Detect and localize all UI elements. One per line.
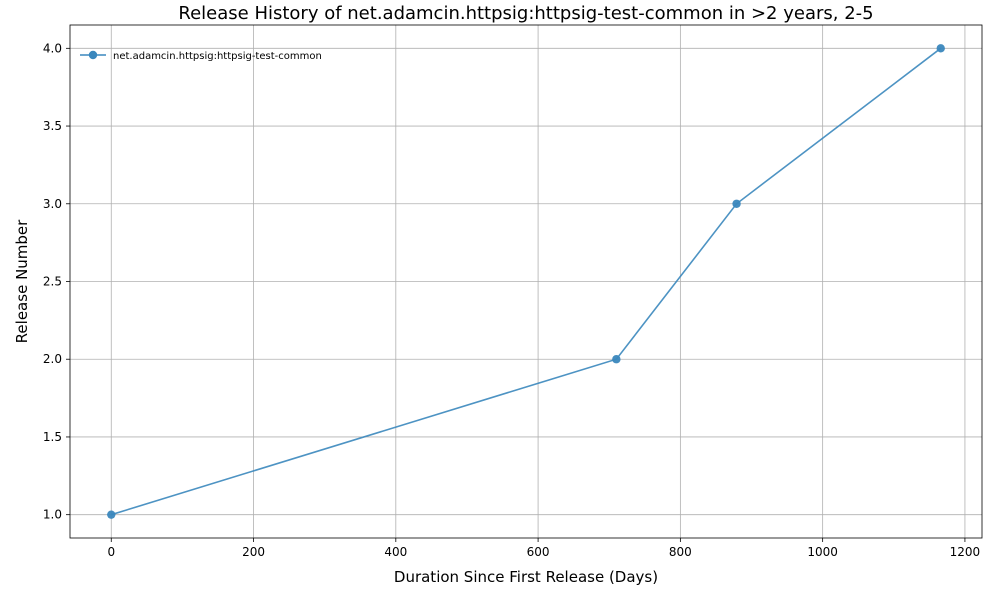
series-layer (107, 44, 945, 519)
y-tick-label: 3.0 (43, 197, 62, 211)
x-tick-label: 0 (107, 545, 115, 559)
x-tick-label: 200 (242, 545, 265, 559)
data-point (107, 510, 116, 519)
x-tick-label: 1000 (807, 545, 838, 559)
data-point (732, 199, 741, 208)
series-line (111, 47, 942, 516)
legend-label: net.adamcin.httpsig:httpsig-test-common (113, 51, 322, 62)
x-axis-label: Duration Since First Release (Days) (394, 568, 658, 586)
y-tick-label: 1.0 (43, 508, 62, 522)
x-tick-label: 600 (527, 545, 550, 559)
legend-marker-swatch (88, 50, 98, 60)
y-tick-label: 2.0 (43, 352, 62, 366)
y-tick-label: 4.0 (43, 41, 62, 55)
y-tick-label: 3.5 (43, 119, 62, 133)
y-tick-label: 1.5 (43, 430, 62, 444)
x-tick-label: 400 (384, 545, 407, 559)
data-point (936, 44, 945, 53)
y-tick-label: 2.5 (43, 275, 62, 289)
x-tick-label: 800 (669, 545, 692, 559)
axis-ticks: 0 200 400 600 800 1000 1200 1.0 1.5 2.0 2.5 3.0 3.5 4… (43, 41, 980, 559)
x-tick-label: 1200 (950, 545, 981, 559)
chart-title: Release History of net.adamcin.httpsig:h… (178, 3, 873, 24)
data-point (612, 355, 621, 364)
y-axis-label: Release Number (13, 219, 31, 343)
grid (70, 25, 982, 538)
legend: net.adamcin.httpsig:httpsig-test-common (80, 50, 322, 62)
